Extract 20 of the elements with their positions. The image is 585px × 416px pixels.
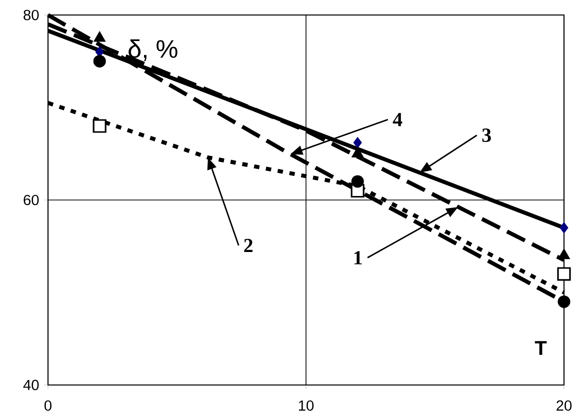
point — [558, 248, 570, 260]
annotation: 3 — [482, 128, 491, 142]
y-tick-label: 40 — [23, 380, 39, 390]
point — [557, 267, 571, 281]
annotation: 2 — [244, 238, 252, 252]
point — [93, 54, 106, 68]
point — [92, 119, 106, 133]
point — [560, 222, 568, 234]
point — [353, 137, 362, 148]
y-tick-label: 60 — [24, 194, 39, 206]
point — [351, 175, 364, 188]
x-tick-label: 10 — [298, 400, 314, 411]
y-axis-title: δ, % — [128, 39, 178, 61]
x-tick-label: 0 — [44, 400, 52, 411]
y-tick-label: 80 — [24, 10, 39, 20]
x-tick-label: 20 — [556, 400, 572, 411]
annotation: 1 — [354, 251, 362, 264]
x-axis-title: T — [534, 341, 547, 355]
annotation: 4 — [392, 112, 402, 126]
point — [558, 295, 570, 308]
